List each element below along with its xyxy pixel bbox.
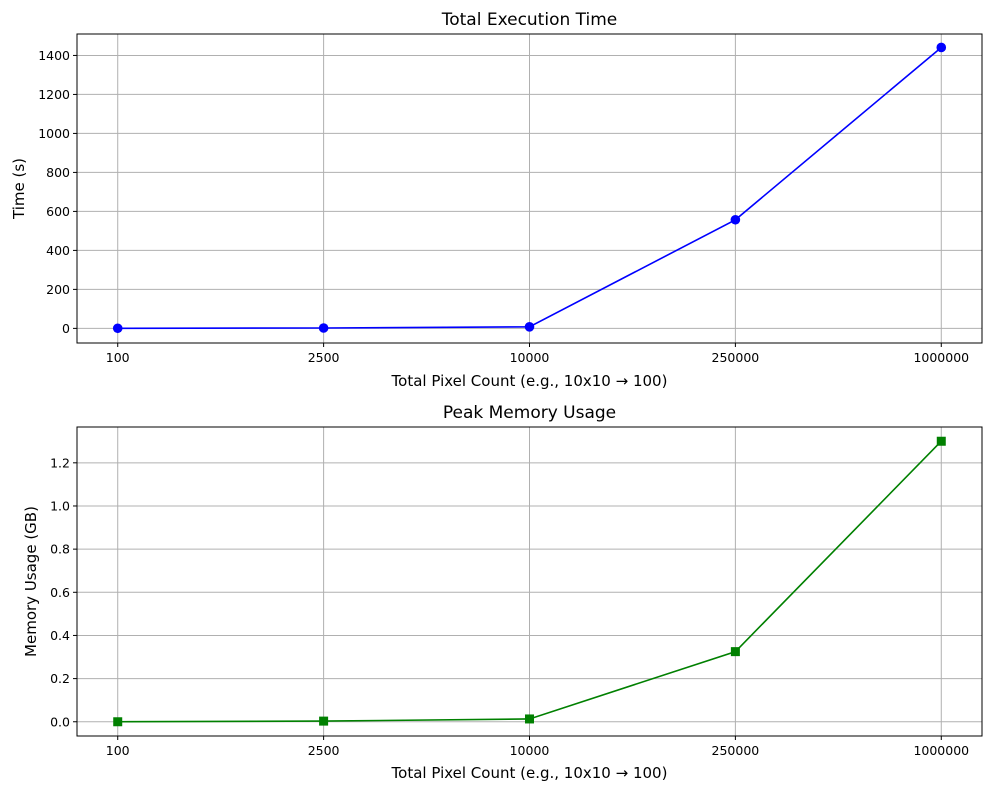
x-tick-label: 10000 (510, 743, 550, 758)
x-tick-label: 1000000 (913, 743, 969, 758)
data-point (730, 214, 741, 225)
chart-title: Peak Memory Usage (443, 403, 616, 423)
chart-panel-1: 100 2500 10000 250000 1000000 0 200 400 600 800 10… (10, 10, 983, 390)
x-tick-label: 10000 (510, 350, 550, 365)
y-tick-label: 0.8 (50, 542, 70, 557)
data-point (936, 42, 947, 53)
y-tick-label: 0 (62, 321, 70, 336)
x-tick-label: 100 (106, 743, 130, 758)
x-tick-label: 2500 (308, 350, 340, 365)
x-axis-label: Total Pixel Count (e.g., 10x10 → 100) (391, 764, 668, 782)
y-tick-label: 1400 (38, 48, 70, 63)
data-point (112, 323, 123, 334)
y-tick-label: 400 (46, 243, 70, 258)
data-point (113, 717, 123, 727)
x-tick-label: 250000 (712, 350, 760, 365)
y-tick-label: 0.2 (50, 671, 70, 686)
y-tick-label: 1000 (38, 126, 70, 141)
y-tick-label: 600 (46, 204, 70, 219)
data-point (525, 714, 534, 724)
chart-title: Total Execution Time (441, 10, 618, 30)
x-tick-label: 2500 (308, 743, 340, 758)
y-tick-label: 1.2 (50, 455, 70, 470)
y-tick-label: 0.0 (50, 714, 70, 729)
y-tick-label: 0.4 (50, 628, 70, 643)
y-axis-label: Memory Usage (GB) (22, 506, 40, 657)
y-axis-label: Time (s) (10, 158, 28, 220)
y-tick-label: 1.0 (50, 498, 70, 513)
data-point (318, 323, 329, 333)
x-tick-label: 250000 (712, 743, 760, 758)
y-tick-label: 1200 (38, 87, 70, 102)
y-tick-label: 800 (46, 165, 70, 180)
chart-panel-2: 100 2500 10000 250000 1000000 0.0 0.2 0.4 0.6 0.8… (22, 403, 983, 782)
y-tick-label: 200 (46, 282, 70, 297)
data-point (730, 647, 740, 657)
x-axis-label: Total Pixel Count (e.g., 10x10 → 100) (391, 372, 668, 390)
data-point (936, 436, 946, 446)
data-point (319, 716, 329, 726)
y-tick-label: 0.6 (50, 585, 70, 600)
data-point (524, 322, 535, 332)
x-tick-label: 100 (106, 350, 130, 365)
x-tick-label: 1000000 (913, 350, 969, 365)
